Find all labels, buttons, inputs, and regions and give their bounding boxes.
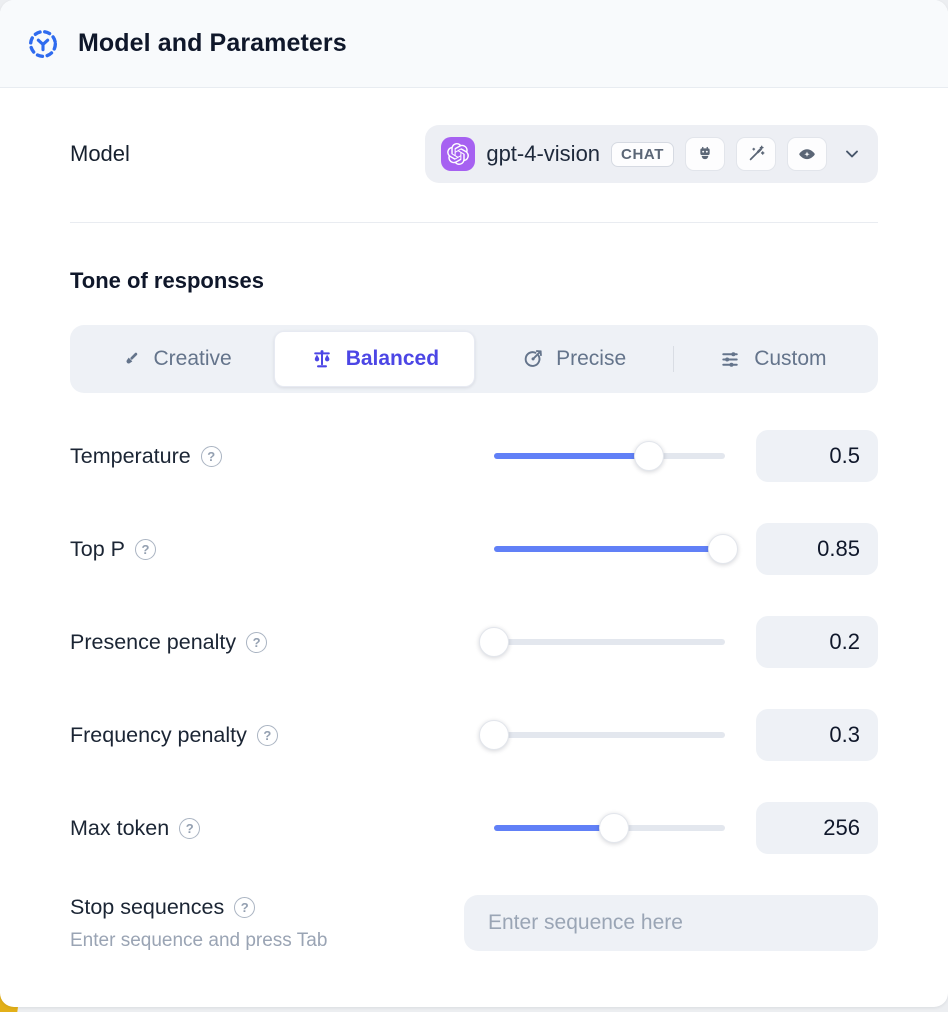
help-icon[interactable] [200,445,222,467]
paintbrush-icon [119,348,142,371]
top-p-slider[interactable] [494,534,738,565]
frequency-penalty-value[interactable]: 0.3 [756,709,878,762]
slider-track [494,732,725,739]
param-label-wrap: Frequency penalty [70,723,494,748]
param-label: Temperature [70,443,191,468]
model-select-dropdown[interactable]: gpt-4-vision CHAT [425,125,878,183]
max-token-value[interactable]: 256 [756,802,878,855]
slider-thumb[interactable] [479,720,509,751]
sliders-icon [719,348,742,371]
panel-body: Model gpt-4-vision CHAT [0,125,948,1007]
tone-option-label: Creative [153,347,232,371]
section-divider [70,222,878,223]
model-row: Model gpt-4-vision CHAT [70,125,878,183]
tone-option-label: Custom [754,347,827,371]
segment-divider [672,346,674,373]
stop-sequences-row: Stop sequences Enter sequence and press … [70,895,878,1007]
slider-fill [494,825,615,832]
temperature-value[interactable]: 0.5 [756,430,878,483]
slider-thumb[interactable] [599,813,630,844]
slider-thumb[interactable] [707,534,738,565]
vision-eye-icon [787,137,827,171]
param-label: Frequency penalty [70,722,247,747]
param-label: Top P [70,536,125,561]
param-label: Max token [70,815,170,840]
frequency-penalty-slider[interactable] [479,720,725,751]
panel-title: Model and Parameters [78,29,347,57]
help-icon[interactable] [179,817,201,839]
tone-option-label: Precise [556,347,627,371]
help-icon[interactable] [234,897,256,919]
stop-sequence-input[interactable] [464,895,878,952]
parameter-rows: Temperature 0.5 Top P 0.85 Presence penalty 0… [70,430,878,855]
param-row-temperature: Temperature 0.5 [70,430,878,483]
help-icon[interactable] [256,724,278,746]
tone-option-precise[interactable]: Precise [475,331,673,387]
max-token-slider[interactable] [494,813,725,844]
top-p-value[interactable]: 0.85 [756,523,878,576]
stop-sequences-label: Stop sequences [70,895,225,920]
slider-fill [494,453,649,460]
magic-wand-icon [736,137,776,171]
temperature-slider[interactable] [494,441,725,472]
chevron-down-icon [842,144,862,164]
model-label: Model [70,141,130,166]
tone-option-label: Balanced [345,347,440,371]
tone-heading: Tone of responses [70,268,264,293]
model-name: gpt-4-vision [486,141,601,166]
plugins-robot-icon [685,137,725,171]
target-icon [521,348,544,371]
help-icon[interactable] [134,538,156,560]
presence-penalty-value[interactable]: 0.2 [756,616,878,669]
help-icon[interactable] [246,631,268,653]
stop-sequences-label-block: Stop sequences Enter sequence and press … [70,895,327,952]
tone-option-creative[interactable]: Creative [76,331,274,387]
slider-fill [494,546,723,553]
presence-penalty-slider[interactable] [479,627,725,658]
tone-option-custom[interactable]: Custom [674,331,872,387]
param-label-wrap: Max token [70,816,494,841]
openai-logo-icon [441,137,476,171]
param-label-wrap: Presence penalty [70,630,494,655]
param-row-top-p: Top P 0.85 [70,523,878,576]
model-hub-icon [26,27,60,61]
param-row-presence-penalty: Presence penalty 0.2 [70,616,878,669]
tone-segmented-control: Creative Balanced Precise Custom [70,325,878,394]
slider-track [494,639,725,646]
tone-option-balanced[interactable]: Balanced [274,331,475,388]
param-row-max-token: Max token 256 [70,802,878,855]
slider-thumb[interactable] [633,441,664,472]
param-label: Presence penalty [70,629,237,654]
balance-scale-icon [310,347,334,371]
slider-thumb[interactable] [479,627,509,658]
panel-header: Model and Parameters [0,0,948,88]
model-type-badge: CHAT [611,141,674,167]
param-label-wrap: Top P [70,537,494,562]
param-row-frequency-penalty: Frequency penalty 0.3 [70,709,878,762]
stop-sequences-helper: Enter sequence and press Tab [70,930,328,952]
param-label-wrap: Temperature [70,444,494,469]
